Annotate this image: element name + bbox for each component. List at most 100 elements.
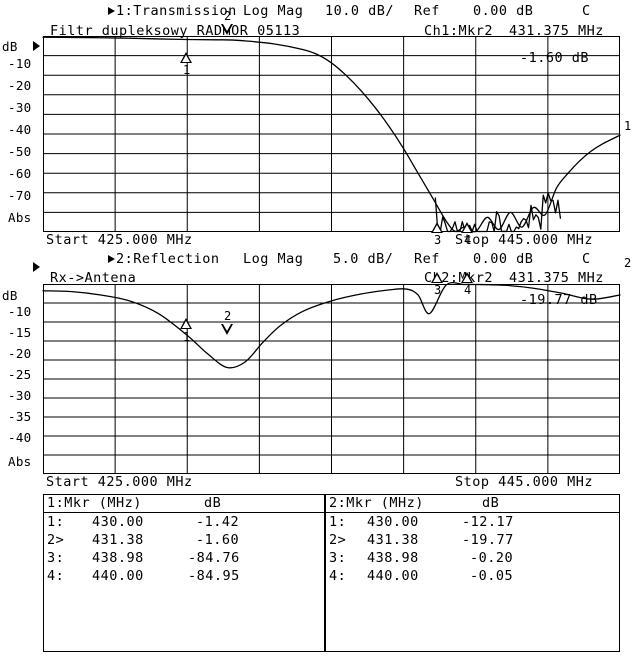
- ch1-marker-readout-channel: Ch1:Mkr2: [424, 23, 494, 39]
- ch2-y-tick-0: -10: [8, 304, 32, 319]
- ch2-y-tick-1: -15: [8, 325, 32, 340]
- mt2-row-0-id: 1:: [329, 514, 347, 530]
- ch1-title-prefix: 1:: [116, 3, 134, 19]
- ch2-inactive-triangle-icon: [108, 255, 115, 263]
- ch1-marker-4-triangle-icon: [461, 222, 473, 233]
- mt2-header-freq-unit: (MHz): [380, 495, 424, 511]
- mt1-row-1-freq: 431.38: [92, 532, 144, 548]
- ch1-ref-value: 0.00 dB: [473, 3, 534, 19]
- mt2-row-0-freq: 430.00: [367, 514, 419, 530]
- ch2-title-prefix: 2:: [116, 251, 134, 267]
- ch1-ref-label: Ref: [414, 3, 440, 19]
- ch1-edge-marker-label: 1: [624, 119, 632, 133]
- mt1-header-value-unit: dB: [204, 495, 222, 511]
- ch1-reference-pointer-icon: [33, 41, 40, 51]
- mt2-row-3-id: 4:: [329, 568, 347, 584]
- ch1-stop-label: Stop 445.000 MHz: [455, 232, 594, 248]
- ch1-correction-flag: C: [582, 3, 591, 19]
- ch1-y-mode: Abs: [8, 210, 32, 225]
- mt1-row-1-value: -1.60: [196, 532, 240, 548]
- mt2-row-2-value: -0.20: [470, 550, 514, 566]
- ch2-y-tick-6: -40: [8, 430, 32, 445]
- mt2-row-3-value: -0.05: [470, 568, 514, 584]
- ch1-y-unit: dB: [2, 39, 18, 54]
- mt1-row-2-id: 3:: [47, 550, 65, 566]
- ch1-start-label: Start 425.000 MHz: [46, 232, 193, 248]
- ch2-marker-1-label: 1: [183, 330, 191, 344]
- ch2-y-tick-3: -25: [8, 367, 32, 382]
- mt2-row-2-id: 3:: [329, 550, 347, 566]
- mt2-row-2-freq: 438.98: [367, 550, 419, 566]
- ch1-active-triangle-icon: [108, 7, 115, 15]
- mt1-header-freq-unit: (MHz): [98, 495, 142, 511]
- ch2-y-tick-2: -20: [8, 346, 32, 361]
- ch2-marker-3-triangle-icon: [431, 272, 443, 283]
- ch2-marker-1-triangle-icon: [180, 318, 192, 329]
- ch2-title: Reflection: [133, 251, 220, 267]
- ch1-y-tick-4: -50: [8, 144, 32, 159]
- ch1-scale: 10.0 dB/: [325, 3, 395, 19]
- mt2-row-0-value: -12.17: [462, 514, 514, 530]
- mt2-row-1-freq: 431.38: [367, 532, 419, 548]
- ch2-y-tick-4: -30: [8, 388, 32, 403]
- ch1-title: Transmission: [133, 3, 237, 19]
- mt1-row-1-id: 2>: [47, 532, 65, 548]
- ch2-y-unit: dB: [2, 288, 18, 303]
- ch2-marker-2-label: 2: [224, 309, 232, 323]
- ch2-device-label: Rx->Antena: [50, 270, 137, 286]
- ch1-device-label: Filtr dupleksowy RADMOR 05113: [50, 23, 301, 39]
- marker-table-1-header: 1:Mkr (MHz): [47, 496, 142, 510]
- ch1-marker-2-label: 2: [224, 9, 232, 23]
- ch1-y-tick-3: -40: [8, 122, 32, 137]
- ch2-reference-pointer-icon: [33, 262, 40, 272]
- mt2-header-value-unit: dB: [482, 495, 500, 511]
- ch2-marker-3-label: 3: [434, 283, 442, 297]
- ch2-start-label: Start 425.000 MHz: [46, 474, 193, 490]
- ch1-format: Log Mag: [243, 3, 304, 19]
- mt2-header-channel: 2:Mkr: [329, 495, 373, 511]
- ch1-y-tick-6: -70: [8, 188, 32, 203]
- mt1-row-3-freq: 440.00: [92, 568, 144, 584]
- ch1-title-row: 1:Transmission: [108, 4, 237, 18]
- ch1-marker-readout-value: -1.60 dB: [520, 50, 590, 66]
- ch2-y-mode: Abs: [8, 454, 32, 469]
- ch1-y-tick-2: -30: [8, 100, 32, 115]
- marker-table-2-header: 2:Mkr (MHz): [329, 496, 424, 510]
- ch1-marker-2-triangle-icon: [221, 24, 233, 35]
- mt1-row-3-id: 4:: [47, 568, 65, 584]
- ch2-marker-2-triangle-icon: [221, 324, 233, 335]
- mt1-row-2-freq: 438.98: [92, 550, 144, 566]
- ch2-marker-4-label: 4: [464, 283, 472, 297]
- marker-table-1[interactable]: [43, 494, 325, 652]
- ch1-marker-4-label: 4: [464, 233, 472, 247]
- ch1-y-tick-0: -10: [8, 56, 32, 71]
- mt2-row-3-freq: 440.00: [367, 568, 419, 584]
- mt1-row-0-id: 1:: [47, 514, 65, 530]
- marker-table-2[interactable]: [325, 494, 620, 652]
- ch2-stop-label: Stop 445.000 MHz: [455, 474, 594, 490]
- ch2-correction-flag: C: [582, 251, 591, 267]
- mt2-row-1-id: 2>: [329, 532, 347, 548]
- ch1-marker-1-label: 1: [183, 63, 191, 77]
- mt1-row-3-value: -84.95: [188, 568, 240, 584]
- ch1-marker-1-triangle-icon: [180, 52, 192, 63]
- ch2-marker-4-triangle-icon: [461, 272, 473, 283]
- ch1-marker-3-triangle-icon: [431, 222, 443, 233]
- mt1-row-2-value: -84.76: [188, 550, 240, 566]
- ch2-edge-marker-label: 2: [624, 256, 632, 270]
- mt1-header-channel: 1:Mkr: [47, 495, 91, 511]
- mt1-row-0-freq: 430.00: [92, 514, 144, 530]
- ch2-format: Log Mag: [243, 251, 304, 267]
- ch2-ref-value: 0.00 dB: [473, 251, 534, 267]
- ch2-marker-readout-freq: 431.375 MHz: [509, 270, 604, 286]
- mt2-row-1-value: -19.77: [462, 532, 514, 548]
- marker-table-2-header-rule: [325, 512, 620, 513]
- mt1-row-0-value: -1.42: [196, 514, 240, 530]
- ch1-y-tick-1: -20: [8, 78, 32, 93]
- ch2-scale: 5.0 dB/: [333, 251, 394, 267]
- ch2-y-tick-5: -35: [8, 409, 32, 424]
- ch2-ref-label: Ref: [414, 251, 440, 267]
- ch2-title-row: 2:Reflection: [108, 252, 220, 266]
